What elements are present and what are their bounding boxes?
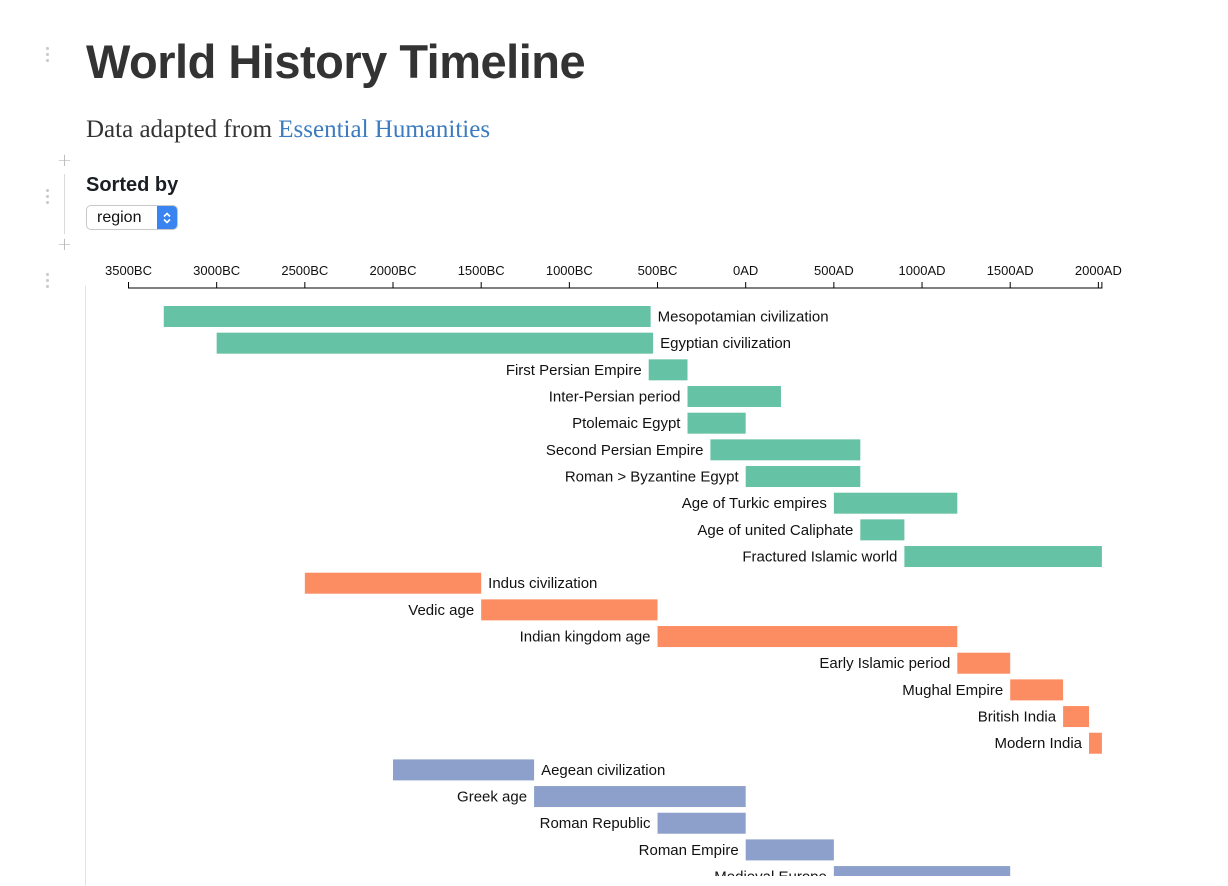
chart-left-rule <box>85 286 86 886</box>
x-axis-tick-label: 1000AD <box>899 263 946 278</box>
event-bar <box>860 519 905 541</box>
event-bar <box>648 359 688 381</box>
page-title: World History Timeline <box>86 35 586 88</box>
event-label: Second Persian Empire <box>546 442 704 459</box>
event-bar <box>163 306 651 327</box>
event-label: Age of united Caliphate <box>697 522 853 539</box>
x-axis-tick-label: 500AD <box>814 263 854 278</box>
x-axis-tick-label: 3500BC <box>105 263 152 278</box>
event-label: Inter-Persian period <box>549 389 681 406</box>
event-bar <box>957 652 1011 674</box>
x-axis-line <box>128 282 1103 289</box>
event-label: British India <box>978 709 1057 726</box>
cell-drag-handle-icon[interactable] <box>46 273 50 288</box>
select-chevrons-icon <box>157 206 177 229</box>
event-label: Medieval Europe <box>714 869 827 876</box>
event-label: Vedic age <box>408 602 474 619</box>
x-axis-tick-label: 0AD <box>733 263 758 278</box>
event-label: Aegean civilization <box>541 762 665 779</box>
event-bar <box>745 839 834 861</box>
cell-drag-handle-icon[interactable] <box>46 47 50 62</box>
event-bar <box>657 812 746 834</box>
event-label: Ptolemaic Egypt <box>572 415 681 432</box>
event-label: Modern India <box>994 735 1082 752</box>
event-label: Early Islamic period <box>819 655 950 672</box>
x-axis-tick-label: 1000BC <box>546 263 593 278</box>
event-label: Fractured Islamic world <box>742 549 897 566</box>
event-bar <box>1010 679 1064 701</box>
x-axis-tick-label: 1500AD <box>987 263 1034 278</box>
event-bar <box>393 759 535 781</box>
event-label: Roman Empire <box>639 842 739 859</box>
event-label: Mesopotamian civilization <box>658 309 829 326</box>
subtitle-prefix: Data adapted from <box>86 116 279 143</box>
x-axis-tick-label: 2000BC <box>370 263 417 278</box>
sort-select-value: region <box>97 208 142 226</box>
event-bar <box>687 386 781 408</box>
event-label: Roman Republic <box>540 815 651 832</box>
event-bar <box>710 439 861 461</box>
cell-focus-line <box>64 174 65 234</box>
x-axis-tick-label: 1500BC <box>458 263 505 278</box>
event-label: Greek age <box>457 789 527 806</box>
event-bar <box>481 599 658 621</box>
x-axis-tick-label: 3000BC <box>193 263 240 278</box>
cell-drag-handle-icon[interactable] <box>46 189 50 204</box>
event-label: Mughal Empire <box>902 682 1003 699</box>
event-label: Egyptian civilization <box>660 335 791 352</box>
x-axis-tick-label: 500BC <box>638 263 678 278</box>
event-label: First Persian Empire <box>506 362 642 379</box>
add-cell-plus-icon[interactable]: + <box>57 234 73 255</box>
event-label: Age of Turkic empires <box>682 495 827 512</box>
sorted-by-label: Sorted by <box>86 174 179 196</box>
event-bar <box>304 572 482 594</box>
x-axis-tick-label: 2500BC <box>281 263 328 278</box>
subtitle: Data adapted from Essential Humanities <box>86 116 490 144</box>
event-bar <box>833 866 1011 876</box>
essential-humanities-link[interactable]: Essential Humanities <box>278 116 491 143</box>
event-bar <box>687 412 746 434</box>
event-label: Roman > Byzantine Egypt <box>565 469 740 486</box>
event-bar <box>745 466 861 488</box>
event-bar <box>1089 732 1102 754</box>
sort-select[interactable]: region <box>86 205 178 230</box>
add-cell-plus-icon[interactable]: + <box>57 150 73 171</box>
event-bar <box>1063 706 1090 728</box>
event-bar <box>904 546 1102 568</box>
x-axis-tick-label: 2000AD <box>1075 263 1122 278</box>
event-bar <box>657 626 958 648</box>
event-label: Indian kingdom age <box>520 629 651 646</box>
event-label: Indus civilization <box>488 575 597 592</box>
event-bar <box>534 786 746 808</box>
event-bar <box>216 332 654 354</box>
event-bar <box>833 492 958 514</box>
